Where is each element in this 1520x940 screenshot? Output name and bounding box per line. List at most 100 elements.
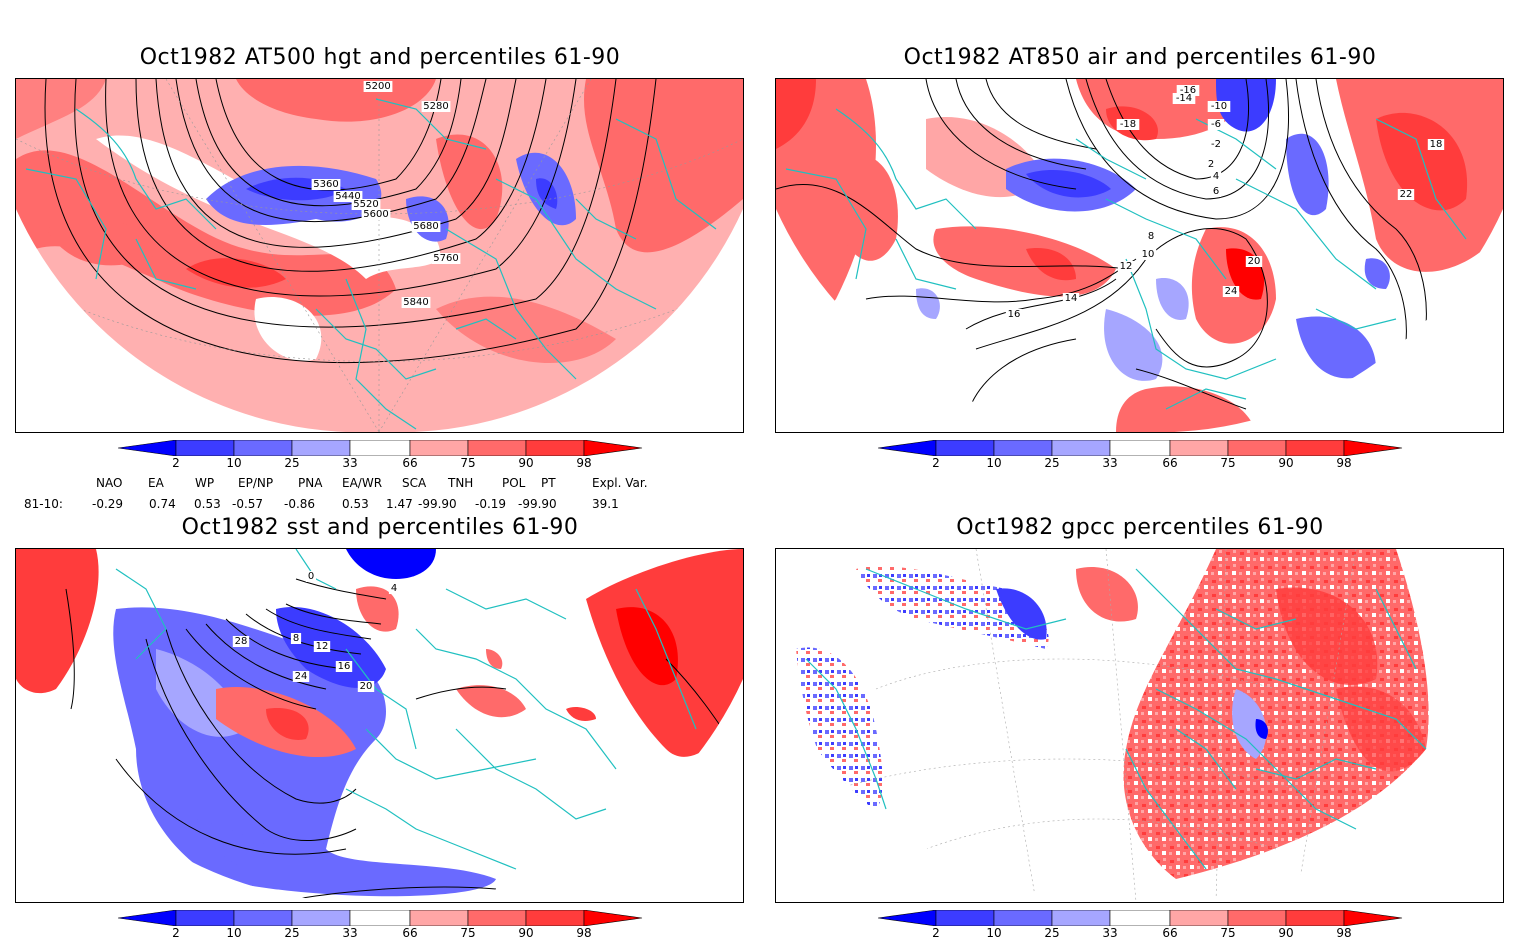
colorbar-segment bbox=[1227, 909, 1287, 927]
contour-label: 12 bbox=[316, 641, 329, 652]
contour-label-bg bbox=[1245, 256, 1263, 267]
contour-label: 4 bbox=[1213, 171, 1219, 182]
contour-label-bg bbox=[305, 571, 317, 582]
colorbar-segment bbox=[1051, 909, 1111, 927]
contour-label-bg bbox=[292, 671, 310, 682]
colorbar-segment bbox=[117, 909, 177, 927]
contour-label-bg bbox=[1062, 293, 1080, 304]
colorbar-segment bbox=[993, 439, 1053, 457]
contour-label: 16 bbox=[338, 661, 351, 672]
contour-label-bg bbox=[1117, 261, 1135, 272]
colorbar-segment bbox=[409, 909, 469, 927]
colorbar-segment bbox=[525, 439, 585, 457]
colorbar-tick-label: 66 bbox=[1162, 926, 1178, 940]
colorbar-segment bbox=[349, 439, 411, 457]
contour-label: 2 bbox=[1208, 159, 1214, 170]
contour-label: 8 bbox=[293, 633, 299, 644]
contour-label: 5840 bbox=[403, 297, 428, 308]
colorbar-tick-label: 66 bbox=[1162, 456, 1178, 470]
contour-label-bg bbox=[411, 221, 441, 232]
colorbar-segment bbox=[1285, 439, 1345, 457]
colorbar-segment bbox=[175, 439, 235, 457]
colorbar-tick-label: 25 bbox=[284, 926, 300, 940]
panel-title-air: Oct1982 AT850 air and percentiles 61-90 bbox=[903, 45, 1377, 70]
colorbar-tick-label: 90 bbox=[1278, 456, 1294, 470]
index-row-label: 81-10: bbox=[24, 497, 63, 511]
colorbar-tick-label: 75 bbox=[460, 456, 476, 470]
contour-label-bg bbox=[431, 253, 461, 264]
contour-label-bg bbox=[1222, 286, 1240, 297]
index-value: -0.57 bbox=[232, 497, 264, 511]
contour-label: -14 bbox=[1176, 93, 1192, 104]
contour-label-bg bbox=[421, 101, 451, 112]
contour-label: 5680 bbox=[413, 221, 438, 232]
contour-label: 5280 bbox=[423, 101, 448, 112]
colorbar-tick-label: 75 bbox=[460, 926, 476, 940]
contour-label-bg bbox=[388, 583, 400, 594]
contour-label: 5520 bbox=[353, 199, 378, 210]
colorbar-segment bbox=[233, 439, 293, 457]
colorbar-tick-label: 25 bbox=[284, 456, 300, 470]
colorbar-ticks-top-right: 2 10 25 33 66 75 90 98 bbox=[878, 456, 1403, 472]
index-name: PT bbox=[541, 476, 556, 490]
colorbar-tick-label: 98 bbox=[1336, 926, 1352, 940]
contour-label-bg bbox=[1210, 171, 1222, 182]
colorbar-segment bbox=[467, 909, 527, 927]
colorbar-top-right bbox=[877, 439, 1403, 460]
contour-label-bg bbox=[1139, 249, 1157, 260]
index-name: EA/WR bbox=[342, 476, 383, 490]
index-value: -0.19 bbox=[475, 497, 507, 511]
contour-label: 18 bbox=[1430, 139, 1443, 150]
colorbar-tick-label: 10 bbox=[986, 926, 1002, 940]
index-name: WP bbox=[195, 476, 215, 490]
colorbar-segment bbox=[1343, 439, 1403, 457]
colorbar-segment bbox=[291, 909, 351, 927]
contour-label-bg bbox=[1205, 159, 1217, 170]
contour-label: 16 bbox=[1008, 309, 1021, 320]
colorbar-segment bbox=[583, 439, 643, 457]
colorbar-tick-label: 90 bbox=[1278, 926, 1294, 940]
colorbar-bottom-left bbox=[117, 909, 643, 930]
colorbar-tick-label: 75 bbox=[1220, 926, 1236, 940]
colorbar-segment bbox=[467, 439, 527, 457]
index-value: -99.90 bbox=[418, 497, 457, 511]
index-name: TNH bbox=[448, 476, 474, 490]
map-panel-sst: 0 4 8 12 16 20 24 28 bbox=[15, 548, 744, 903]
colorbar-segment bbox=[175, 909, 235, 927]
colorbar-tick-label: 25 bbox=[1044, 926, 1060, 940]
index-value: 0.74 bbox=[149, 497, 176, 511]
colorbar-tick-label: 66 bbox=[402, 456, 418, 470]
colorbar-tick-label: 90 bbox=[518, 456, 534, 470]
index-value: -0.86 bbox=[284, 497, 316, 511]
colorbar-segment bbox=[993, 909, 1053, 927]
index-name: EP/NP bbox=[238, 476, 274, 490]
colorbar-tick-label: 98 bbox=[1336, 456, 1352, 470]
teleconnection-indices: NAO EA WP EP/NP PNA EA/WR SCA TNH POL PT… bbox=[0, 476, 760, 512]
contour-label: 20 bbox=[1248, 256, 1261, 267]
contour-label: 10 bbox=[1142, 249, 1155, 260]
colorbar-segment bbox=[1109, 439, 1171, 457]
index-value: 39.1 bbox=[592, 497, 619, 511]
colorbar-segment bbox=[1109, 909, 1171, 927]
contour-label-bg bbox=[311, 179, 341, 190]
contour-label-bg bbox=[1005, 309, 1023, 320]
contour-label: 28 bbox=[235, 636, 248, 647]
colorbar-tick-label: 2 bbox=[172, 926, 180, 940]
contour-label-bg bbox=[357, 681, 375, 692]
contour-label: 5760 bbox=[433, 253, 458, 264]
contour-label-bg bbox=[1427, 139, 1445, 150]
colorbar-ticks-top-left: 2 10 25 33 66 75 90 98 bbox=[118, 456, 643, 472]
contour-label-bg bbox=[351, 199, 381, 210]
index-name: SCA bbox=[402, 476, 427, 490]
colorbar-segment bbox=[233, 909, 293, 927]
colorbar-segment bbox=[1343, 909, 1403, 927]
colorbar-tick-label: 90 bbox=[518, 926, 534, 940]
contour-label-bg bbox=[1207, 139, 1225, 150]
index-name: NAO bbox=[96, 476, 123, 490]
index-name: EA bbox=[148, 476, 164, 490]
colorbar-segment bbox=[1227, 439, 1287, 457]
contour-label: 14 bbox=[1065, 293, 1078, 304]
contour-label: 5200 bbox=[365, 81, 390, 92]
map-panel-hgt: 5200 5280 5360 5440 5520 5600 5680 5760 5840 bbox=[15, 78, 744, 433]
contour-label-bg bbox=[1176, 85, 1200, 96]
